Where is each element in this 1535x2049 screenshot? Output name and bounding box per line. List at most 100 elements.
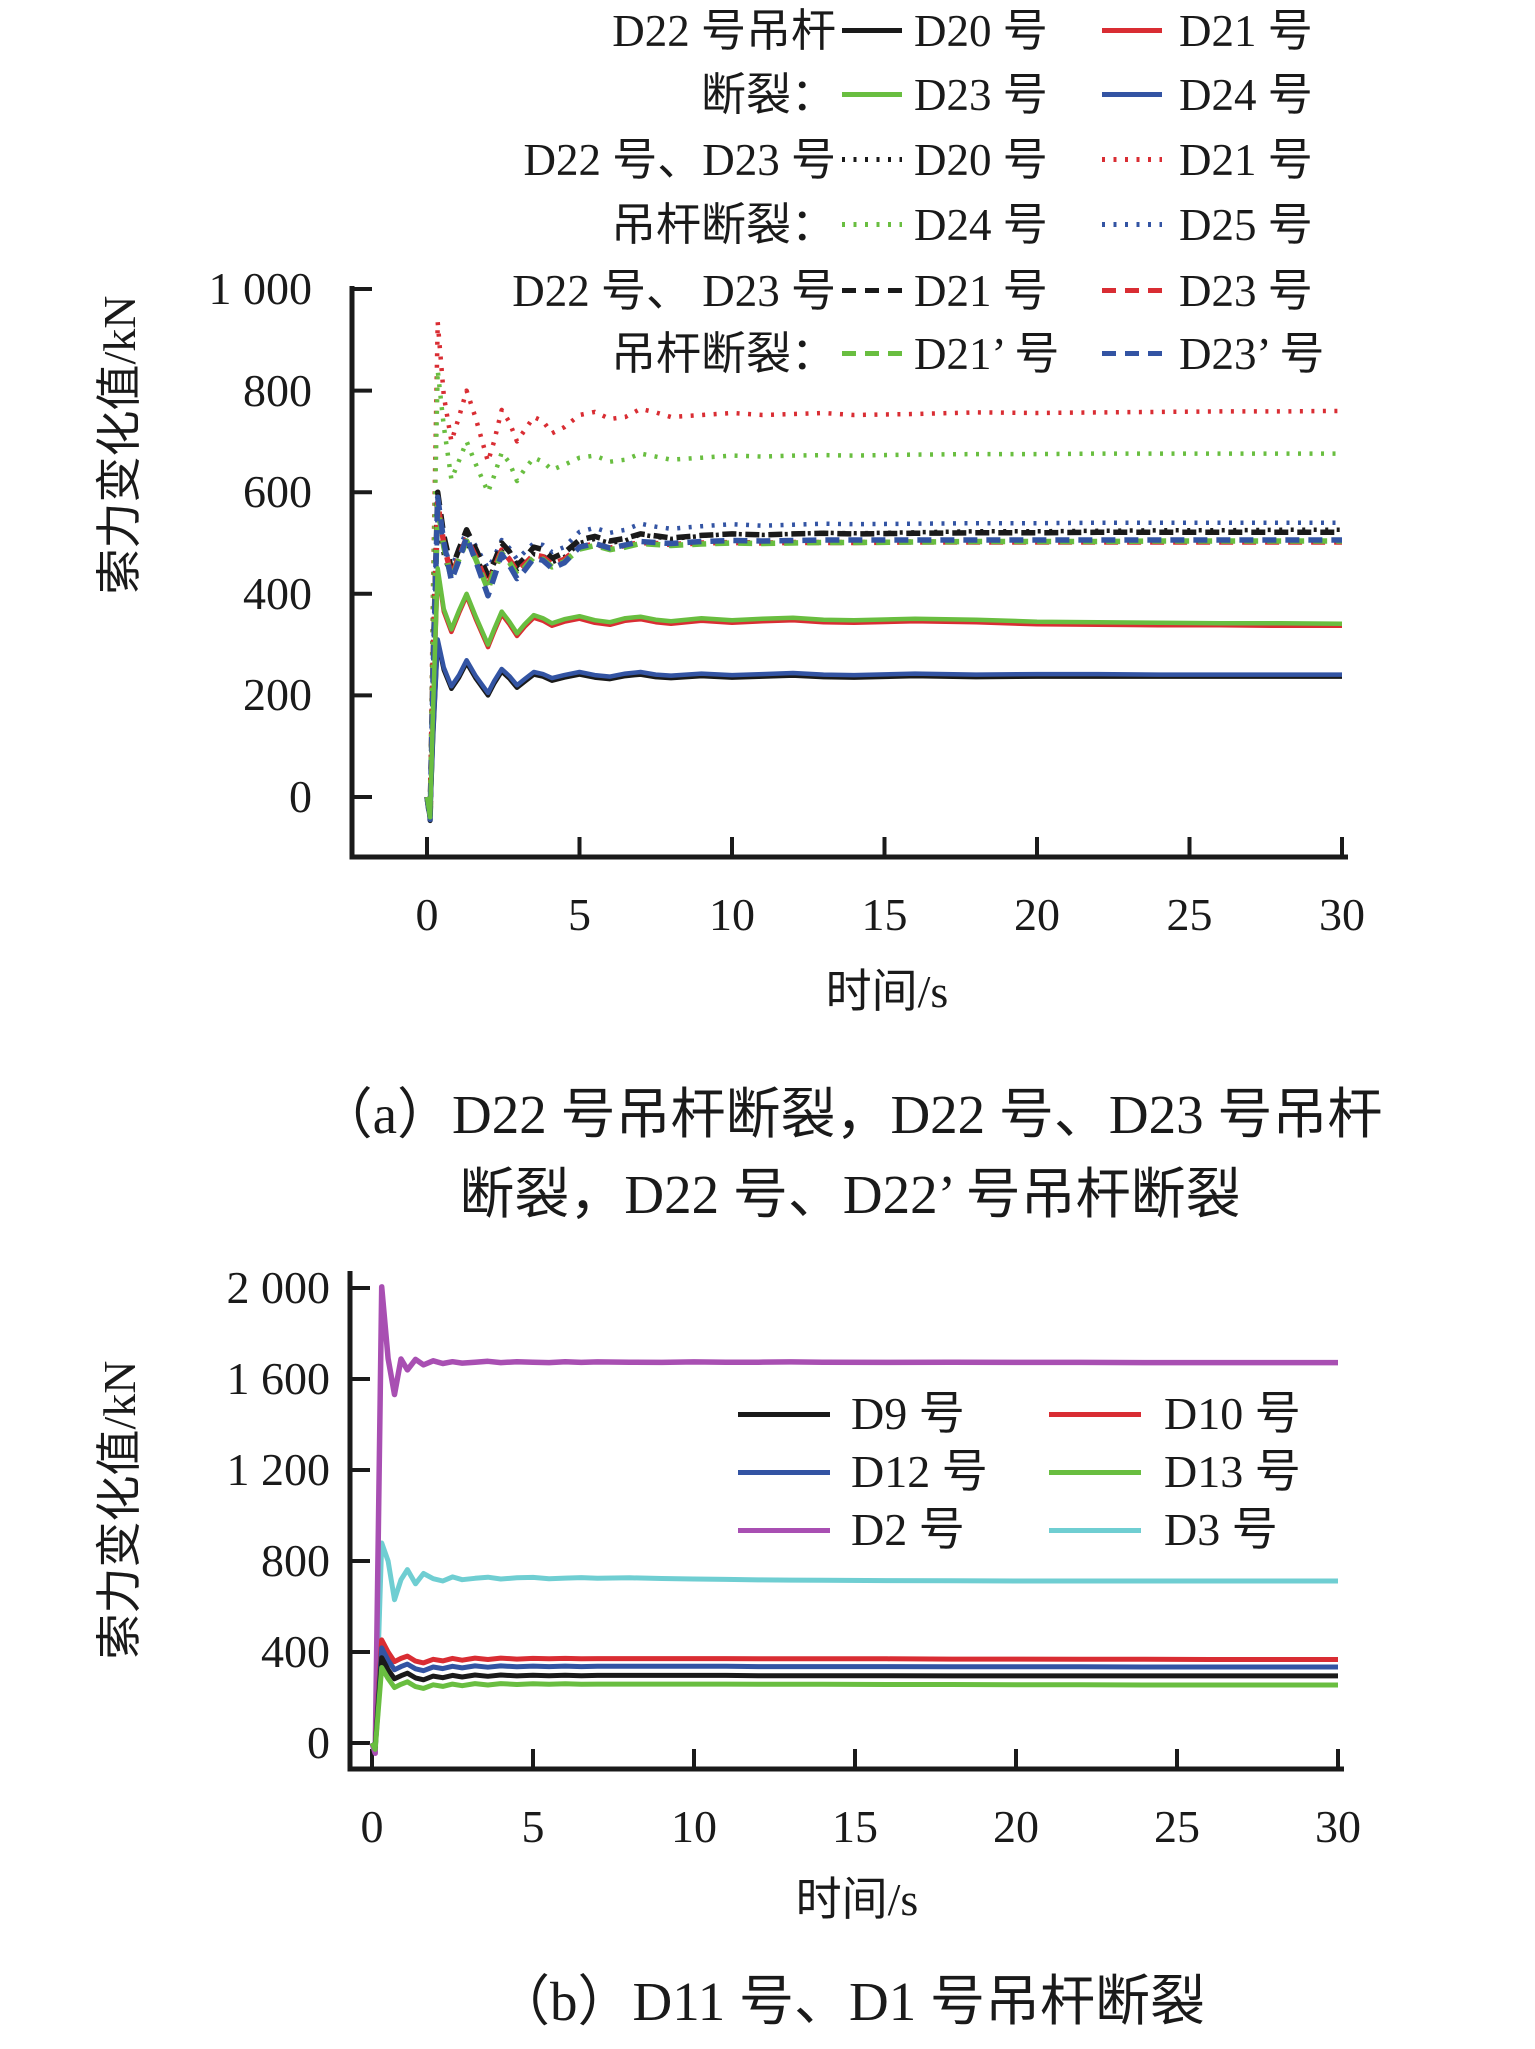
series-D21 号（D22、D22’断裂） (424, 489, 1342, 821)
legend-group-label: 断裂： (700, 70, 836, 120)
chart-a-y-axis-title: 索力变化值/kN (94, 295, 145, 595)
chart-a-x-axis-title: 时间/s (825, 966, 949, 1017)
legend-swatch-line-icon (1049, 1528, 1141, 1533)
legend-swatch-line-icon (842, 288, 902, 293)
chart-a-x-tick-label: 0 (415, 889, 439, 940)
chart-b-y-tick-label: 800 (261, 1535, 330, 1586)
chart-a-y-tick-label: 200 (243, 669, 312, 721)
chart-b-x-axis-title: 时间/s (795, 1874, 919, 1925)
legend-swatch-line-icon (842, 28, 902, 33)
legend-entry-label: D21 号 (914, 266, 1048, 316)
legend-swatch-line-icon (1102, 288, 1162, 293)
legend-entry-label: D13 号 (1164, 1446, 1301, 1497)
legend-entry-label: D21 号 (1179, 135, 1313, 185)
series-D12 号 (369, 1645, 1338, 1750)
chart-b-caption: （b）D11 号、D1 号吊杆断裂 (230, 1962, 1470, 2042)
chart-b-y-tick-label: 2 000 (226, 1262, 331, 1313)
legend-entry-label: D23 号 (1179, 266, 1313, 316)
legend-entry-label: D10 号 (1164, 1388, 1301, 1439)
chart-a-caption: （a）D22 号吊杆断裂，D22 号、D23 号吊杆 断裂，D22 号、D22’… (230, 1075, 1470, 1235)
chart-a-y-tick-label: 400 (243, 567, 312, 619)
legend-swatch-line-icon (1102, 351, 1162, 356)
legend-a-row: 断裂： D23 号 D24 号 (0, 64, 1535, 126)
legend-swatch-line-icon (1102, 92, 1162, 97)
legend-a-row: D22 号、 D23 号 D21 号 D23 号 (0, 260, 1535, 322)
series-D2 号 (369, 1284, 1338, 1756)
legend-swatch-line-icon (842, 351, 902, 356)
chart-a-caption-line1: （a）D22 号吊杆断裂，D22 号、D23 号吊杆 (317, 1084, 1383, 1145)
legend-entry-label: D25 号 (1179, 200, 1313, 250)
series-D21’ 号（D22、D22’断裂） (424, 503, 1342, 822)
chart-a-x-tick-label: 20 (1014, 889, 1060, 940)
series-D23 号（D22断裂） (424, 566, 1343, 820)
chart-b-y-tick-label: 0 (307, 1717, 330, 1768)
legend-entry-label: D12 号 (851, 1446, 988, 1497)
series-D21 号（D22、D23断裂） (424, 319, 1343, 815)
legend-entry-label: D9 号 (851, 1388, 965, 1439)
chart-a-x-tick-label: 10 (709, 889, 755, 940)
legend-b-row: D12 号 D13 号 (0, 1444, 1535, 1500)
legend-a-row: D22 号、D23 号 D20 号 D21 号 (0, 129, 1535, 191)
legend-swatch-line-icon (1102, 28, 1162, 33)
legend-group-label: D22 号、D23 号 (523, 135, 837, 185)
legend-group-label: D22 号、 D23 号 (512, 266, 836, 316)
legend-swatch-line-icon (842, 92, 902, 97)
series-D23’ 号（D22、D22’断裂） (424, 494, 1342, 823)
series-D3 号 (369, 1540, 1338, 1752)
legend-b-row: D2 号 D3 号 (0, 1502, 1535, 1558)
legend-entry-label: D2 号 (851, 1504, 965, 1555)
legend-entry-label: D23 号 (914, 70, 1048, 120)
series-D21 号（D22断裂） (424, 568, 1342, 821)
series-D24 号（D22、D23断裂） (424, 368, 1342, 815)
series-D13 号 (369, 1665, 1338, 1752)
legend-group-label: 吊杆断裂： (610, 329, 836, 379)
chart-b-x-tick-label: 0 (360, 1801, 384, 1852)
legend-entry-label: D3 号 (1164, 1504, 1278, 1555)
legend-a-row: 吊杆断裂： D21’ 号 D23’ 号 (0, 323, 1535, 385)
legend-swatch-line-icon (738, 1412, 830, 1417)
chart-a-y-tick-label: 800 (243, 364, 312, 416)
legend-swatch-line-icon (842, 157, 902, 162)
chart-a-x-tick-label: 5 (568, 889, 591, 940)
chart-b-x-tick-label: 15 (832, 1801, 878, 1852)
chart-b-x-tick-label: 10 (671, 1801, 717, 1852)
chart-a-y-tick-label: 0 (289, 771, 312, 822)
legend-swatch-line-icon (1102, 157, 1162, 162)
legend-a-row: 吊杆断裂： D24 号 D25 号 (0, 194, 1535, 256)
legend-entry-label: D24 号 (1179, 70, 1313, 120)
legend-entry-label: D24 号 (914, 200, 1048, 250)
chart-b-x-tick-label: 30 (1315, 1801, 1361, 1852)
legend-a-row: D22 号吊杆 D20 号 D21 号 (0, 0, 1535, 62)
legend-group-label: D22 号吊杆 (612, 6, 836, 56)
legend-b-row: D9 号 D10 号 (0, 1386, 1535, 1442)
series-D23 号（D22、D22’断裂） (424, 499, 1342, 821)
chart-b-x-tick-label: 5 (521, 1801, 545, 1852)
legend-entry-label: D21’ 号 (914, 329, 1060, 379)
chart-a-x-tick-label: 25 (1166, 889, 1213, 940)
legend-swatch-line-icon (1102, 222, 1162, 227)
chart-a-y-tick-label: 1 000 (208, 263, 313, 314)
chart-b-y-tick-label: 400 (261, 1626, 330, 1677)
series-D24 号（D22断裂） (424, 637, 1342, 823)
legend-entry-label: D20 号 (914, 6, 1048, 56)
chart-a-caption-line2: 断裂，D22 号、D22’ 号吊杆断裂 (459, 1164, 1241, 1225)
legend-swatch-line-icon (738, 1528, 830, 1533)
chart-a-x-tick-label: 15 (861, 889, 908, 940)
chart-b-y-axis-title: 索力变化值/kN (94, 1360, 145, 1660)
legend-swatch-line-icon (1049, 1470, 1141, 1475)
chart-b-caption-line1: （b）D11 号、D1 号吊杆断裂 (495, 1971, 1205, 2032)
legend-swatch-line-icon (842, 222, 902, 227)
chart-b-x-tick-label: 25 (1154, 1801, 1200, 1852)
legend-entry-label: D23’ 号 (1179, 329, 1325, 379)
chart-a-y-tick-label: 600 (243, 466, 312, 518)
chart-b-y-tick-label: 1 600 (226, 1353, 331, 1404)
chart-a-x-tick-label: 30 (1319, 889, 1365, 940)
legend-entry-label: D21 号 (1179, 6, 1313, 56)
chart-b-x-tick-label: 20 (993, 1801, 1039, 1852)
series-D9 号 (369, 1655, 1338, 1751)
legend-swatch-line-icon (1049, 1412, 1141, 1417)
legend-group-label: 吊杆断裂： (610, 200, 836, 250)
legend-entry-label: D20 号 (914, 135, 1048, 185)
